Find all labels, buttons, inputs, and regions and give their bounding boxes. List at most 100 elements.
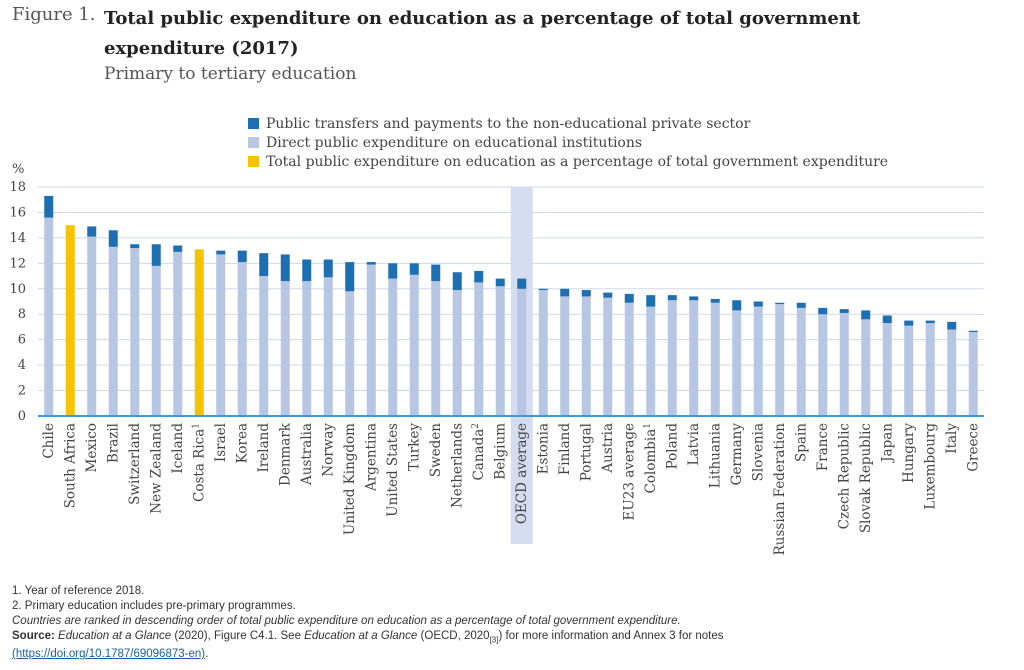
bar-transfers-germany	[732, 300, 742, 311]
bar-transfers-oecd-average	[517, 278, 527, 289]
bar-transfers-norway	[323, 259, 333, 278]
bar-transfers-netherlands	[452, 272, 462, 291]
x-tick-label-chile: Chile	[41, 423, 57, 459]
bar-direct-new-zealand	[151, 265, 161, 416]
footnote-marker: 1	[643, 423, 653, 429]
bar-transfers-portugal	[581, 290, 591, 297]
bar-direct-finland	[560, 296, 570, 416]
x-tick-label-luxembourg: Luxembourg	[922, 423, 938, 510]
bar-direct-lithuania	[710, 302, 720, 416]
bar-direct-israel	[216, 254, 226, 416]
x-tick-label-south-africa: South Africa	[62, 423, 78, 508]
bar-transfers-hungary	[904, 320, 914, 326]
x-tick-label-israel: Israel	[213, 423, 229, 462]
bar-transfers-poland	[667, 295, 677, 301]
bar-transfers-russian-federation	[775, 302, 785, 305]
bar-direct-hungary	[904, 325, 914, 416]
x-tick-label-portugal: Portugal	[578, 423, 594, 481]
bar-total-south-africa	[65, 225, 75, 416]
x-tick-label-iceland: Iceland	[170, 423, 186, 474]
bar-transfers-canada	[474, 270, 484, 283]
bar-transfers-iceland	[173, 245, 183, 252]
x-tick-label-denmark: Denmark	[277, 422, 293, 486]
bar-transfers-sweden	[431, 264, 441, 282]
x-tick-label-poland: Poland	[664, 423, 680, 470]
bar-transfers-belgium	[495, 278, 505, 287]
bar-transfers-korea	[237, 250, 247, 263]
x-tick-label-latvia: Latvia	[686, 423, 702, 465]
bar-direct-netherlands	[452, 290, 462, 416]
y-tick-label-6: 6	[18, 333, 26, 348]
bar-direct-italy	[947, 329, 957, 416]
source-label: Source:	[12, 630, 55, 642]
bar-direct-argentina	[366, 264, 376, 416]
x-tick-label-turkey: Turkey	[406, 423, 422, 471]
bar-transfers-chile	[44, 195, 54, 218]
legend-label-direct: Direct public expenditure on educational…	[266, 135, 642, 151]
footnotes: 1. Year of reference 2018. 2. Primary ed…	[12, 584, 1012, 662]
bar-direct-germany	[732, 310, 742, 416]
bar-direct-luxembourg	[925, 323, 935, 416]
bar-direct-brazil	[108, 246, 118, 416]
bar-direct-united-states	[388, 278, 398, 416]
bar-direct-canada	[474, 282, 484, 416]
bar-transfers-ireland	[259, 253, 269, 277]
x-tick-label-sweden: Sweden	[428, 423, 444, 477]
bar-transfers-united-states	[388, 263, 398, 279]
bar-direct-denmark	[280, 281, 290, 416]
y-tick-label-18: 18	[9, 180, 26, 195]
bar-transfers-france	[818, 307, 828, 315]
x-tick-label-finland: Finland	[557, 423, 573, 475]
x-tick-label-argentina: Argentina	[363, 423, 379, 492]
x-tick-label-australia: Australia	[299, 423, 315, 486]
y-tick-label-8: 8	[18, 307, 26, 322]
bar-transfers-slovenia	[753, 301, 763, 307]
bar-direct-japan	[882, 323, 892, 416]
x-tick-label-japan: Japan	[879, 423, 895, 464]
bar-transfers-greece	[968, 330, 978, 333]
source-reference: [3]	[489, 635, 499, 645]
bar-direct-norway	[323, 277, 333, 416]
chart-subtitle: Primary to tertiary education	[104, 64, 357, 84]
bar-transfers-slovak-republic	[861, 310, 871, 320]
y-axis: % 0 2 4 6 8 10 12 14 16 18	[9, 162, 26, 424]
figure-label: Figure 1.	[12, 4, 96, 25]
bar-direct-austria	[603, 297, 613, 416]
source-text-2: (OECD, 2020	[417, 630, 490, 642]
y-tick-label-12: 12	[9, 256, 26, 271]
legend: Public transfers and payments to the non…	[248, 116, 888, 170]
x-tick-label-brazil: Brazil	[105, 423, 121, 463]
bar-direct-iceland	[173, 251, 183, 416]
bar-direct-united-kingdom	[345, 291, 355, 416]
source-publication: Education at a Glance	[58, 630, 172, 642]
doi-link[interactable]: (https://doi.org/10.1787/69096873-en)	[12, 648, 206, 661]
legend-label-total: Total public expenditure on education as…	[266, 154, 888, 170]
x-axis: Chile South Africa Mexico Brazil Switzerland…	[38, 415, 984, 555]
bar-direct-estonia	[538, 290, 548, 416]
bar-direct-greece	[968, 332, 978, 416]
bar-direct-sweden	[431, 281, 441, 416]
x-tick-label-france: France	[815, 423, 831, 471]
y-tick-label-2: 2	[18, 384, 26, 399]
source-publication-2: Education at a Glance	[304, 630, 418, 642]
x-tick-label-germany: Germany	[729, 423, 745, 486]
source-text-3: ) for more information and Annex 3 for n…	[498, 630, 724, 642]
bars	[44, 195, 978, 416]
x-tick-label-austria: Austria	[600, 423, 616, 474]
bar-transfers-lithuania	[710, 298, 720, 303]
y-axis-unit-label: %	[12, 162, 24, 177]
bar-direct-colombia	[646, 306, 656, 416]
y-tick-label-0: 0	[18, 409, 26, 424]
bar-transfers-israel	[216, 250, 226, 255]
bar-transfers-brazil	[108, 230, 118, 247]
bar-direct-eu23-average	[624, 302, 634, 416]
bar-transfers-japan	[882, 315, 892, 324]
bar-transfers-argentina	[366, 262, 376, 265]
x-tick-label-colombia: Colombia1	[643, 423, 659, 493]
bar-direct-australia	[302, 281, 312, 416]
x-tick-label-netherlands: Netherlands	[449, 423, 465, 508]
bar-direct-mexico	[87, 236, 97, 416]
legend-swatch-transfers	[248, 118, 259, 129]
footnote-marker: 2	[471, 423, 481, 429]
footnote-1: 1. Year of reference 2018.	[12, 585, 145, 597]
